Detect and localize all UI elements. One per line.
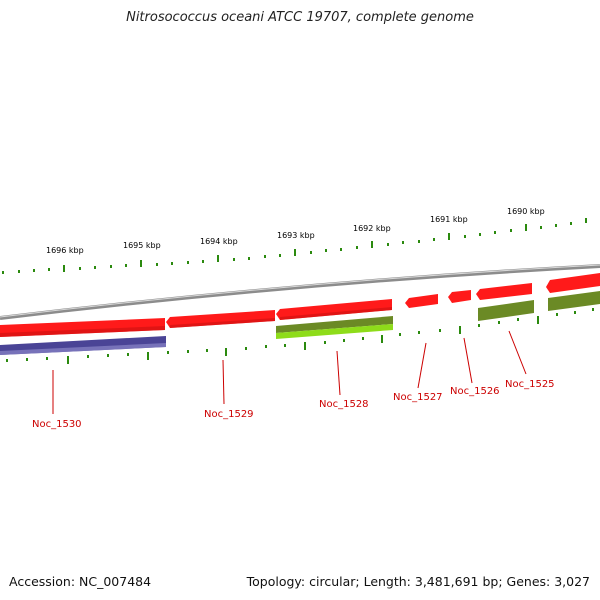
gene-noc-1528-forward[interactable]	[276, 299, 392, 320]
major-tick	[140, 260, 142, 267]
major-tick	[371, 241, 373, 248]
gene-noc-1527[interactable]	[405, 294, 438, 308]
scale-label-1694: 1694 kbp	[200, 237, 238, 246]
label-leaders	[52, 330, 527, 414]
gene-noc-1524[interactable]	[546, 273, 600, 293]
gene-label-noc-1528[interactable]: Noc_1528	[319, 399, 369, 410]
scale-label-1693: 1693 kbp	[277, 231, 315, 240]
gene-labels: Noc_1530 Noc_1529 Noc_1528 Noc_1527 Noc_…	[32, 379, 555, 430]
gene-noc-1528-reverse[interactable]	[276, 316, 393, 333]
major-tick	[63, 265, 65, 272]
forward-genes	[0, 273, 600, 337]
major-tick	[459, 326, 461, 334]
scale-label-1696: 1696 kbp	[46, 246, 84, 255]
inner-scale-ticks	[6, 308, 594, 364]
scale-label-1692: 1692 kbp	[353, 224, 391, 233]
gene-noc-1526[interactable]	[448, 290, 471, 303]
major-tick	[304, 342, 306, 350]
major-tick	[448, 233, 450, 240]
gene-label-noc-1525[interactable]: Noc_1525	[505, 379, 555, 390]
gene-noc-1523[interactable]	[548, 291, 600, 311]
scale-labels: 1696 kbp 1695 kbp 1694 kbp 1693 kbp 1692…	[46, 207, 545, 255]
scale-label-1691: 1691 kbp	[430, 215, 468, 224]
reverse-genes	[0, 291, 600, 355]
gene-noc-1528-reverse-lime[interactable]	[276, 324, 393, 339]
major-tick	[217, 255, 219, 262]
genome-title: Nitrosococcus oceani ATCC 19707, complet…	[126, 10, 474, 25]
major-tick	[225, 348, 227, 356]
gene-label-noc-1527[interactable]: Noc_1527	[393, 392, 443, 403]
gene-label-noc-1530[interactable]: Noc_1530	[32, 419, 82, 430]
major-tick	[525, 224, 527, 231]
major-tick	[537, 316, 539, 324]
genome-summary-text: Topology: circular; Length: 3,481,691 bp…	[246, 574, 590, 589]
scale-label-1690: 1690 kbp	[507, 207, 545, 216]
scale-label-1695: 1695 kbp	[123, 241, 161, 250]
major-tick	[294, 249, 296, 256]
outer-scale-ticks	[2, 218, 587, 274]
accession-text: Accession: NC_007484	[9, 574, 152, 589]
gene-label-noc-1526[interactable]: Noc_1526	[450, 386, 500, 397]
gene-noc-1525-forward[interactable]	[476, 283, 532, 300]
gene-noc-1525-reverse[interactable]	[478, 300, 534, 321]
genome-backbone-highlight	[0, 264, 600, 318]
genome-backbone	[0, 264, 600, 320]
major-tick	[147, 352, 149, 360]
major-tick	[381, 335, 383, 343]
major-tick	[67, 356, 69, 364]
gene-label-noc-1529[interactable]: Noc_1529	[204, 409, 254, 420]
